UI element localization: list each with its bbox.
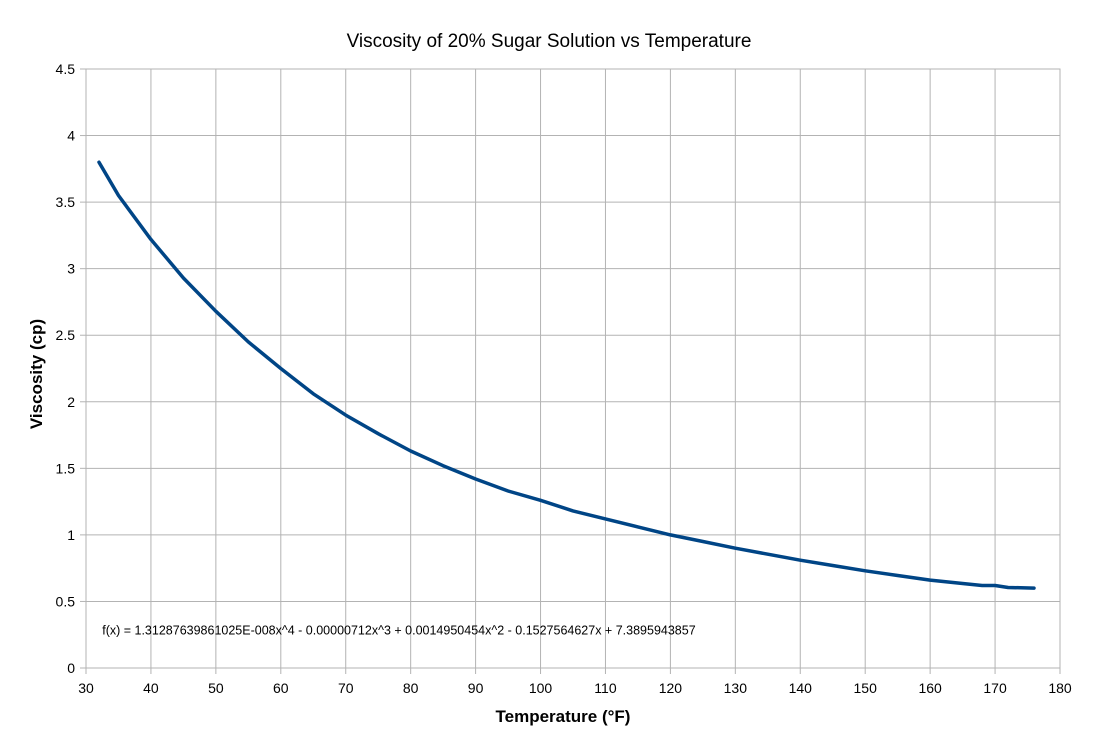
x-tick-label: 160 bbox=[918, 680, 942, 696]
chart-title: Viscosity of 20% Sugar Solution vs Tempe… bbox=[347, 31, 752, 52]
series-line bbox=[97, 160, 1036, 590]
x-tick-label: 40 bbox=[143, 680, 159, 696]
x-tick-label: 100 bbox=[529, 680, 553, 696]
x-tick-label: 150 bbox=[854, 680, 878, 696]
y-tick-label: 3 bbox=[67, 261, 75, 277]
y-tick-label: 1.5 bbox=[56, 460, 76, 476]
plot-frame bbox=[85, 68, 1061, 669]
x-axis-label: Temperature (°F) bbox=[496, 707, 631, 726]
x-tick-label: 130 bbox=[724, 680, 748, 696]
x-tick-label: 60 bbox=[273, 680, 289, 696]
x-tick-label: 50 bbox=[208, 680, 224, 696]
x-tick-label: 30 bbox=[78, 680, 94, 696]
y-tick-label: 4.5 bbox=[56, 61, 76, 77]
y-tick-label: 3.5 bbox=[56, 194, 76, 210]
x-tick-label: 120 bbox=[659, 680, 683, 696]
y-tick-label: 0 bbox=[67, 660, 75, 676]
x-tick-label: 110 bbox=[594, 680, 617, 696]
x-axis-ticks: 30 40 50 60 70 80 90 100 110 120 130 140 150 160 170 18… bbox=[78, 680, 1072, 696]
y-tick-label: 4 bbox=[67, 128, 75, 144]
y-axis-label: Viscosity (cp) bbox=[27, 319, 46, 429]
trendline-equation: f(x) = 1.31287639861025E-008x^4 - 0.0000… bbox=[102, 624, 695, 638]
y-tick-label: 2 bbox=[67, 394, 75, 410]
x-tick-label: 140 bbox=[789, 680, 813, 696]
y-axis-ticks: 0 0.5 1 1.5 2 2.5 3 3.5 4 4.5 bbox=[56, 61, 76, 676]
y-tick-label: 2.5 bbox=[56, 327, 76, 343]
y-tick-label: 0.5 bbox=[56, 593, 76, 609]
x-tick-label: 90 bbox=[468, 680, 484, 696]
x-tick-label: 170 bbox=[983, 680, 1007, 696]
y-tick-label: 1 bbox=[67, 527, 75, 543]
x-tick-label: 80 bbox=[403, 680, 419, 696]
x-tick-label: 180 bbox=[1048, 680, 1072, 696]
x-tick-label: 70 bbox=[338, 680, 354, 696]
grid bbox=[80, 68, 1061, 674]
annotations: f(x) = 1.31287639861025E-008x^4 - 0.0000… bbox=[102, 624, 695, 638]
